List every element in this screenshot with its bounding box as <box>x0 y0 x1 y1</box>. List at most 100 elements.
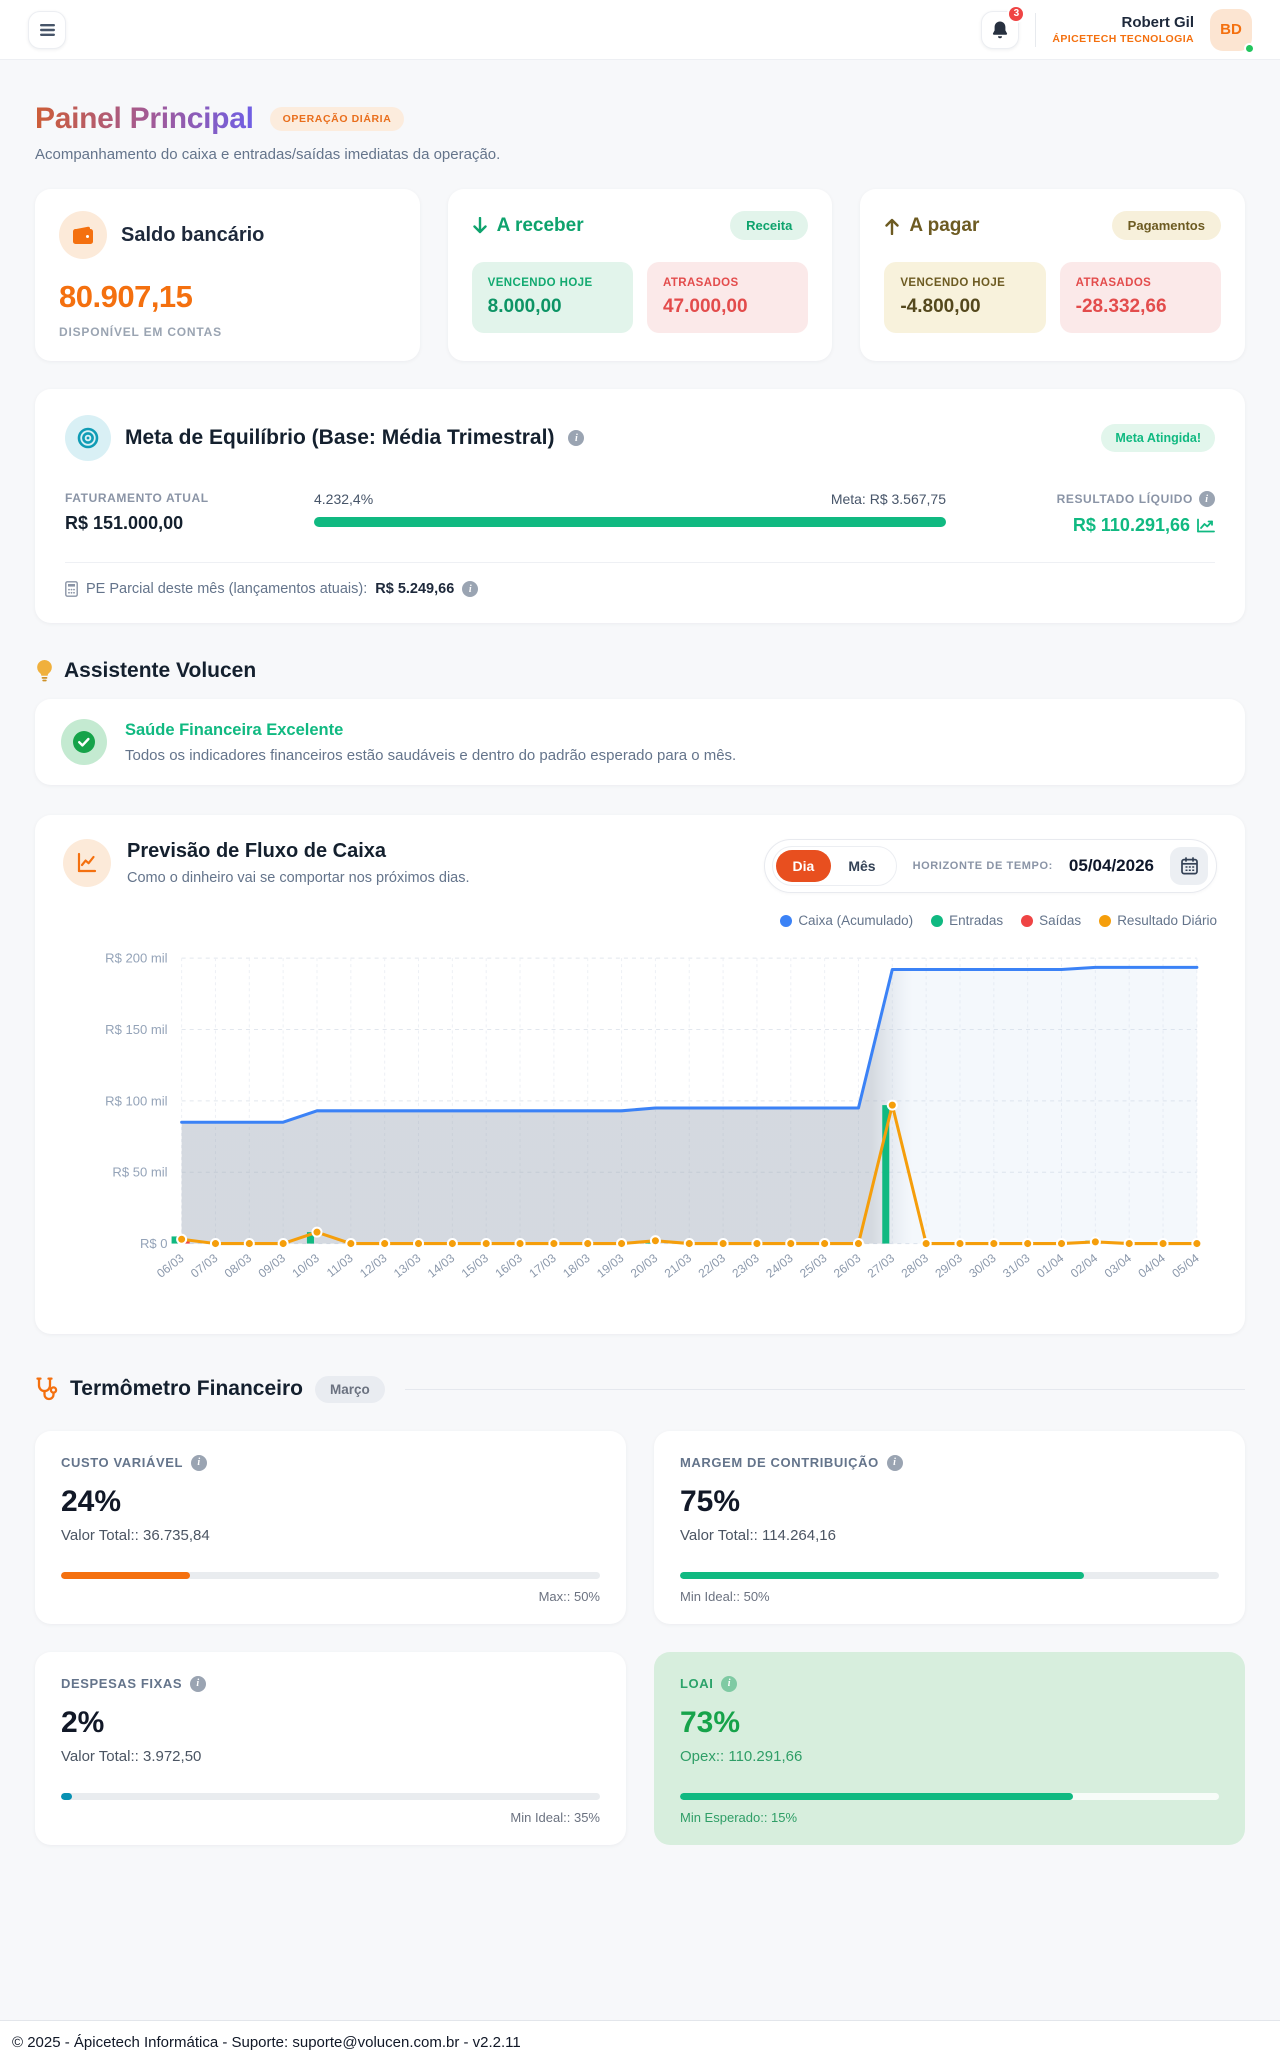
cashflow-chart-svg: R$ 0 R$ 50 mil R$ 100 mil R$ 150 mil R$ 200 … <box>105 951 1203 1281</box>
metric-value: 73% <box>680 1705 741 1739</box>
resultado-block: RESULTADO LÍQUIDO R$ 110.291,66 <box>980 491 1215 536</box>
toggle-dia-button[interactable]: Dia <box>775 850 832 882</box>
svg-text:30/03: 30/03 <box>966 1251 999 1281</box>
cashflow-chart[interactable]: R$ 0 R$ 50 mil R$ 100 mil R$ 150 mil R$ 200 … <box>63 942 1217 1316</box>
lightbulb-icon <box>37 659 52 682</box>
fluxo-caixa-card: Previsão de Fluxo de Caixa Como o dinhei… <box>35 815 1245 1334</box>
calendar-button[interactable] <box>1170 847 1208 885</box>
metric-subtext: Opex:: 110.291,66 <box>680 1747 803 1765</box>
metric-label-text: LOAI <box>680 1676 714 1692</box>
saldo-title: Saldo bancário <box>121 223 265 246</box>
hamburger-icon <box>39 23 55 36</box>
metric-value: 2% <box>61 1705 105 1739</box>
svg-text:24/03: 24/03 <box>763 1251 796 1281</box>
arrow-up-icon <box>885 218 900 235</box>
svg-text:R$ 150 mil: R$ 150 mil <box>105 1022 167 1037</box>
header-divider <box>1035 12 1037 47</box>
wallet-icon <box>59 211 107 259</box>
target-icon <box>65 415 111 461</box>
heading-rule <box>404 1388 1245 1390</box>
avatar[interactable]: BD <box>1210 8 1255 54</box>
toggle-mes-button[interactable]: Mês <box>831 850 892 882</box>
resultado-info-icon[interactable] <box>1199 491 1215 507</box>
svg-text:05/04: 05/04 <box>1169 1251 1202 1281</box>
summary-cards-row: Saldo bancário 80.907,15 DISPONÍVEL EM C… <box>35 189 1245 361</box>
arrow-down-icon <box>472 216 487 233</box>
svg-text:11/03: 11/03 <box>324 1251 356 1280</box>
svg-text:14/03: 14/03 <box>425 1251 458 1281</box>
metric-footnote: Max:: 50% <box>538 1588 600 1604</box>
custo-info-icon[interactable] <box>191 1454 208 1471</box>
legend-entradas[interactable]: Entradas <box>931 913 1003 928</box>
box-value: -28.332,66 <box>1075 296 1167 317</box>
legend-saidas[interactable]: Saídas <box>1021 913 1081 928</box>
metric-progress-fill <box>61 1571 191 1579</box>
metric-subtext: Valor Total:: 114.264,16 <box>680 1526 836 1544</box>
box-label: ATRASADOS <box>1075 277 1152 289</box>
svg-text:20/03: 20/03 <box>628 1251 661 1281</box>
margem-contribuicao-card: MARGEM DE CONTRIBUIÇÃO 75% Valor Total::… <box>654 1430 1245 1624</box>
svg-text:12/03: 12/03 <box>357 1251 390 1281</box>
meta-progress-block: 4.232,4% Meta: R$ 3.567,75 <box>314 491 946 527</box>
termometro-heading: Termômetro Financeiro <box>70 1377 303 1401</box>
month-badge: Março <box>315 1375 385 1403</box>
pe-info-icon[interactable] <box>462 581 479 597</box>
resultado-label: RESULTADO LÍQUIDO <box>1056 492 1193 506</box>
saldo-bancario-card: Saldo bancário 80.907,15 DISPONÍVEL EM C… <box>35 189 420 361</box>
box-value: -4.800,00 <box>900 296 981 317</box>
despesas-info-icon[interactable] <box>190 1675 207 1692</box>
metric-footnote: Min Ideal:: 35% <box>510 1809 600 1825</box>
user-name: Robert Gil <box>1121 14 1194 31</box>
menu-button[interactable] <box>28 10 66 49</box>
bell-icon <box>993 21 1008 38</box>
meta-progress-bar <box>314 517 946 527</box>
loai-info-icon[interactable] <box>721 1675 738 1692</box>
metric-progress-track <box>680 1571 1219 1579</box>
svg-text:R$ 50 mil: R$ 50 mil <box>112 1165 167 1180</box>
loai-card: LOAI 73% Opex:: 110.291,66 Min Esperado:… <box>654 1651 1245 1845</box>
legend-label: Entradas <box>949 913 1004 928</box>
box-label: VENCENDO HOJE <box>487 277 593 289</box>
receber-atrasados-box: ATRASADOS 47.000,00 <box>646 262 809 333</box>
online-status-dot <box>1244 42 1255 54</box>
svg-text:R$ 200 mil: R$ 200 mil <box>105 951 167 966</box>
avatar-initials: BD <box>1220 21 1242 38</box>
top-bar: 3 Robert Gil ÁPICETECH TECNOLOGIA BD <box>0 0 1280 60</box>
faturamento-label: FATURAMENTO ATUAL <box>65 491 209 505</box>
metric-progress-fill <box>680 1792 1074 1800</box>
svg-text:23/03: 23/03 <box>729 1251 762 1281</box>
svg-text:22/03: 22/03 <box>696 1251 729 1281</box>
metric-subtext: Valor Total:: 3.972,50 <box>61 1747 202 1765</box>
user-company: ÁPICETECH TECNOLOGIA <box>1052 33 1194 45</box>
margem-info-icon[interactable] <box>886 1454 903 1471</box>
pagar-atrasados-box: ATRASADOS -28.332,66 <box>1059 262 1221 333</box>
fluxo-subtitle: Como o dinheiro vai se comportar nos pró… <box>127 870 470 886</box>
page-subtitle: Acompanhamento do caixa e entradas/saída… <box>35 146 501 163</box>
horizon-date[interactable]: 05/04/2026 <box>1068 856 1154 875</box>
legend-resultado[interactable]: Resultado Diário <box>1099 913 1217 928</box>
stethoscope-icon <box>36 1377 58 1401</box>
svg-text:25/03: 25/03 <box>797 1251 830 1281</box>
svg-text:18/03: 18/03 <box>560 1251 593 1281</box>
trending-up-icon <box>1197 518 1215 533</box>
legend-label: Caixa (Acumulado) <box>798 913 914 928</box>
operation-badge: OPERAÇÃO DIÁRIA <box>269 107 405 131</box>
receber-vencendo-box: VENCENDO HOJE 8.000,00 <box>471 262 633 333</box>
metric-progress-track <box>61 1571 600 1579</box>
legend-caixa[interactable]: Caixa (Acumulado) <box>780 913 913 928</box>
legend-saidas-dot <box>1021 914 1034 927</box>
meta-info-icon[interactable] <box>568 430 585 446</box>
chart-legend: Caixa (Acumulado) Entradas Saídas Result… <box>764 913 1217 928</box>
legend-label: Resultado Diário <box>1117 913 1217 928</box>
main-content: Painel Principal OPERAÇÃO DIÁRIA Acompan… <box>0 60 1280 1976</box>
legend-label: Saídas <box>1039 913 1082 928</box>
metric-value: 24% <box>61 1484 122 1518</box>
svg-text:R$ 0: R$ 0 <box>140 1236 168 1251</box>
saldo-value: 80.907,15 <box>59 279 193 314</box>
notifications-button[interactable]: 3 <box>981 4 1026 49</box>
a-receber-card: A receber Receita VENCENDO HOJE 8.000,00… <box>447 189 833 361</box>
svg-text:09/03: 09/03 <box>256 1251 289 1281</box>
box-value: 47.000,00 <box>662 296 748 317</box>
svg-text:01/04: 01/04 <box>1034 1251 1067 1281</box>
assistente-status-text: Todos os indicadores financeiros estão s… <box>125 746 737 764</box>
